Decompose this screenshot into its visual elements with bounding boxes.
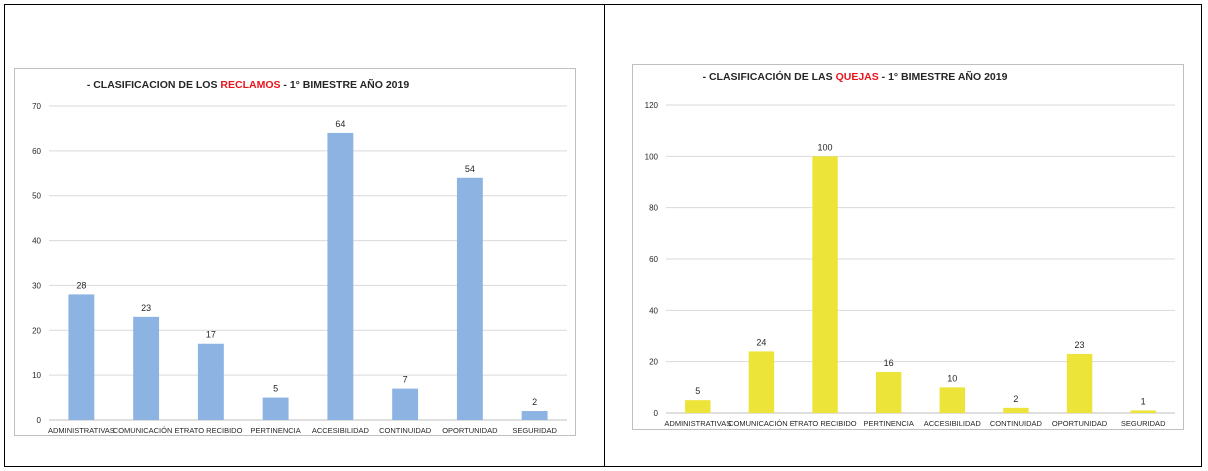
reclamos-category-line: SEGURIDAD [512,426,557,435]
quejas-chart-title: - CLASIFICACIÓN DE LAS QUEJAS - 1° BIMES… [703,70,1008,83]
reclamos-data-label: 2 [532,397,537,407]
reclamos-title-part: - 1° BIMESTRE AÑO 2019 [281,78,410,91]
reclamos-bar [262,397,289,420]
quejas-data-label: 23 [1075,340,1085,350]
reclamos-category-label: OPORTUNIDAD [442,426,498,435]
quejas-category-label: OPORTUNIDAD [1052,419,1108,428]
reclamos-category-line: ADMINISTRATIVAS [48,426,115,435]
reclamos-data-label: 54 [465,164,475,174]
reclamos-title-part: - CLASIFICACION DE LOS [87,79,221,91]
reclamos-bar [521,411,548,420]
quejas-title-part: - CLASIFICACIÓN DE LAS [703,70,836,83]
quejas-y-tick-label: 120 [645,101,659,110]
quejas-y-tick-label: 100 [645,152,659,161]
quejas-y-tick-label: 60 [649,255,658,264]
reclamos-chart-title: - CLASIFICACION DE LOS RECLAMOS - 1° BIM… [87,78,410,91]
quejas-bar [748,351,775,413]
quejas-category-line: SEGURIDAD [1121,419,1166,428]
quejas-y-tick-label: 40 [649,306,658,315]
quejas-bar [685,400,711,413]
reclamos-category-line: PERTINENCIA [250,426,300,435]
quejas-category-line: ADMINISTRATIVAS [664,419,731,428]
reclamos-category-label: PERTINENCIA [250,426,300,435]
quejas-category-label: COMUNICACIÓN EINFORMACIÓN [728,419,795,429]
quejas-category-label: TRATO RECIBIDO [794,419,857,428]
reclamos-category-line: ACCESIBILIDAD [312,426,370,435]
quejas-title-part: - 1° BIMESTRE AÑO 2019 [879,70,1008,83]
reclamos-y-tick-label: 60 [32,147,41,156]
reclamos-category-line: OPORTUNIDAD [442,426,498,435]
quejas-bar [1066,353,1093,413]
reclamos-bar [392,388,419,420]
reclamos-category-label: SEGURIDAD [512,426,557,435]
reclamos-y-tick-label: 30 [32,281,41,290]
quejas-category-line: COMUNICACIÓN E [728,419,795,428]
quejas-category-line: ACCESIBILIDAD [924,419,982,428]
quejas-bar [875,371,902,413]
quejas-y-tick-label: 0 [654,409,659,418]
reclamos-category-label: ACCESIBILIDAD [312,426,370,435]
quejas-bar [939,387,966,413]
reclamos-data-label: 23 [141,303,151,313]
reclamos-chart: - CLASIFICACION DE LOS RECLAMOS - 1° BIM… [32,78,567,435]
quejas-y-tick-label: 80 [649,204,658,213]
reclamos-data-label: 64 [335,119,345,129]
reclamos-y-tick-label: 0 [37,416,42,425]
quejas-category-line: CONTINUIDAD [990,419,1043,428]
reclamos-data-label: 28 [76,280,86,290]
reclamos-category-label: COMUNICACIÓN EINFORMACIÓN [113,426,180,435]
quejas-category-label: CONTINUIDAD [990,419,1043,428]
quejas-title-part: QUEJAS [836,71,879,83]
quejas-data-label: 16 [884,358,894,368]
reclamos-y-tick-label: 40 [32,237,41,246]
quejas-bar [1003,407,1029,413]
table-divider [604,4,605,467]
reclamos-category-label: CONTINUIDAD [379,426,432,435]
reclamos-category-line: CONTINUIDAD [379,426,432,435]
quejas-category-label: ACCESIBILIDAD [924,419,982,428]
quejas-chart-panel: - CLASIFICACIÓN DE LAS QUEJAS - 1° BIMES… [632,64,1184,430]
reclamos-bar [327,132,354,420]
reclamos-chart-panel: - CLASIFICACION DE LOS RECLAMOS - 1° BIM… [14,68,576,436]
reclamos-bar [456,177,483,420]
quejas-category-line: OPORTUNIDAD [1052,419,1108,428]
quejas-data-label: 2 [1013,394,1018,404]
quejas-category-line: PERTINENCIA [864,419,914,428]
reclamos-data-label: 5 [273,384,278,394]
quejas-data-label: 1 [1141,396,1146,406]
table-frame [4,4,1202,467]
reclamos-bar [68,294,95,420]
quejas-data-label: 100 [818,142,833,152]
quejas-data-label: 10 [947,373,957,383]
reclamos-y-tick-label: 70 [32,102,41,111]
reclamos-title-part: RECLAMOS [220,79,280,91]
reclamos-bar [197,343,224,420]
reclamos-y-tick-label: 50 [32,192,41,201]
quejas-data-label: 24 [756,337,766,347]
quejas-category-line: TRATO RECIBIDO [794,419,857,428]
reclamos-category-label: TRATO RECIBIDO [179,426,242,435]
reclamos-y-tick-label: 20 [32,326,41,335]
quejas-category-label: SEGURIDAD [1121,419,1166,428]
quejas-category-label: ADMINISTRATIVAS [664,419,731,428]
quejas-y-tick-label: 20 [649,358,658,367]
quejas-bar [812,156,838,413]
reclamos-category-label: ADMINISTRATIVAS [48,426,115,435]
reclamos-y-tick-label: 10 [32,371,41,380]
quejas-category-label: PERTINENCIA [864,419,914,428]
reclamos-data-label: 7 [403,375,408,385]
quejas-bar [1130,410,1156,413]
quejas-data-label: 5 [695,386,700,396]
reclamos-category-line: COMUNICACIÓN E [113,426,180,435]
reclamos-bar [133,316,160,420]
reclamos-category-line: TRATO RECIBIDO [179,426,242,435]
quejas-chart: - CLASIFICACIÓN DE LAS QUEJAS - 1° BIMES… [645,70,1175,429]
reclamos-data-label: 17 [206,330,216,340]
quejas-category-line: INFORMACIÓN [735,428,788,429]
